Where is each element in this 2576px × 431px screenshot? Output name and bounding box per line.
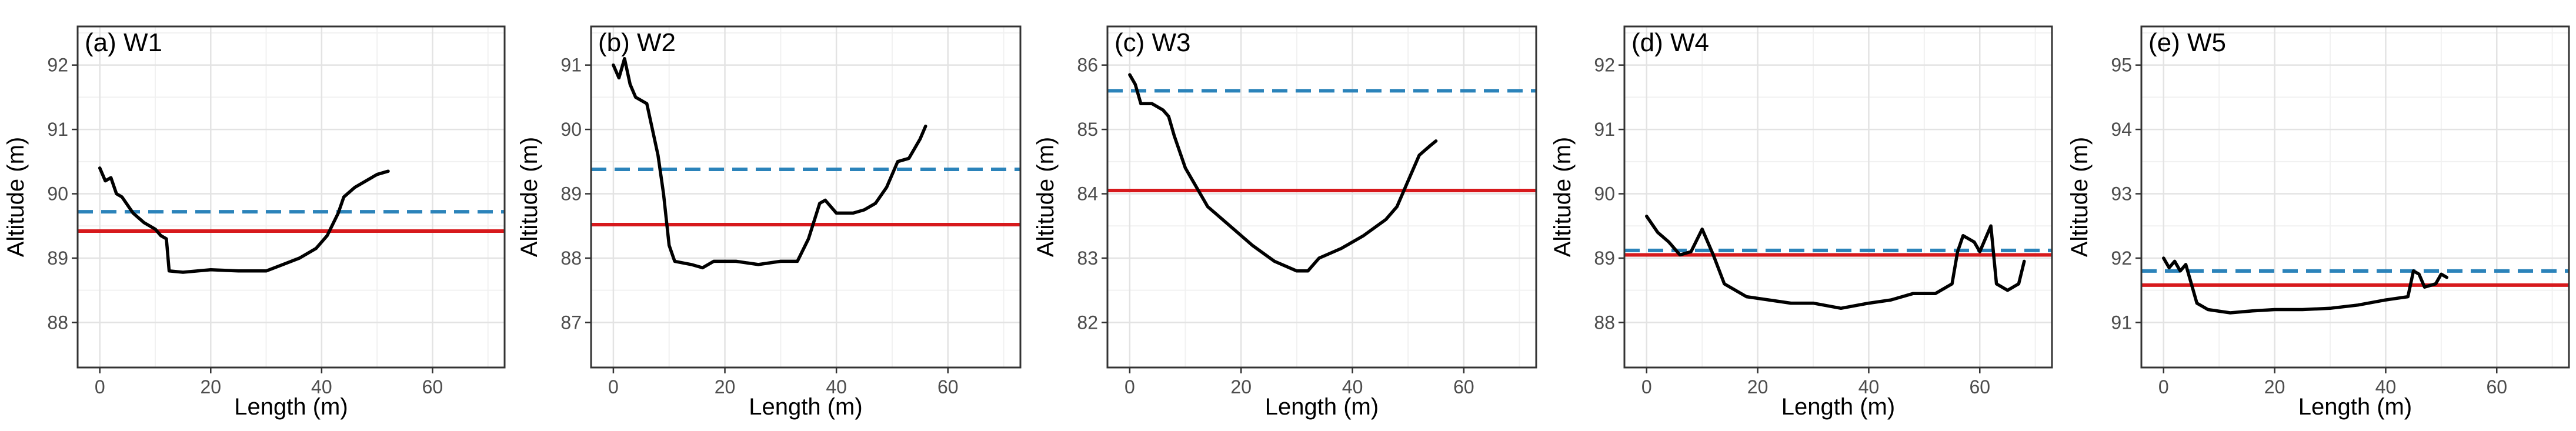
profile-line [98, 166, 390, 274]
panel-1: 0 20 40 60 88 89 90 91 92 Length (m) Altitude (m) (… [3, 25, 506, 420]
x-axis-title: Length (m) [1781, 394, 1895, 420]
y-axis-title: Altitude (m) [516, 137, 542, 258]
panel-label: (a) W1 [85, 28, 162, 57]
x-tick-label: 40 [1342, 376, 1363, 397]
y-tick-label: 91 [1594, 119, 1615, 140]
panel-label: (b) W2 [598, 28, 676, 57]
panel-4: 0 20 40 60 88 89 90 91 92 Length (m) Altitude (m) (… [1550, 25, 2053, 420]
y-tick-label: 88 [47, 312, 68, 333]
y-tick-label: 85 [1077, 119, 1098, 140]
y-tick-label: 88 [560, 248, 582, 269]
x-tick-label: 0 [2158, 376, 2169, 397]
panel-3: 0 20 40 60 82 83 84 85 86 Length (m) Altitude (m) (… [1033, 25, 1537, 420]
x-tick-label: 60 [937, 376, 959, 397]
y-tick-label: 95 [2111, 55, 2132, 76]
x-tick-label: 40 [311, 376, 332, 397]
x-tick-label: 60 [2486, 376, 2507, 397]
panel-border [2140, 25, 2570, 369]
plot-background [2141, 26, 2569, 367]
x-tick-label: 20 [1230, 376, 1252, 397]
panel-border [76, 25, 506, 369]
y-axis-title: Altitude (m) [3, 137, 29, 258]
x-tick-label: 20 [1747, 376, 1769, 397]
y-tick-label: 89 [560, 183, 582, 205]
y-tick-label: 92 [47, 55, 68, 76]
profile-line [1645, 215, 2026, 310]
profile-line [1128, 73, 1438, 273]
x-tick-label: 40 [826, 376, 847, 397]
y-tick-label: 91 [2111, 312, 2132, 333]
panel-label: (c) W3 [1115, 28, 1191, 57]
panel-label: (d) W4 [1631, 28, 1709, 57]
panel-border [1623, 25, 2053, 369]
x-axis-title: Length (m) [234, 394, 348, 420]
x-axis-title: Length (m) [749, 394, 862, 420]
y-tick-label: 92 [2111, 248, 2132, 269]
y-tick-label: 87 [560, 312, 582, 333]
y-axis-title: Altitude (m) [1550, 137, 1576, 258]
x-tick-label: 40 [1858, 376, 1880, 397]
y-tick-label: 86 [1077, 55, 1098, 76]
y-axis-title: Altitude (m) [2067, 137, 2093, 258]
x-tick-label: 20 [200, 376, 221, 397]
y-tick-label: 88 [1594, 312, 1615, 333]
y-tick-label: 82 [1077, 312, 1098, 333]
y-tick-label: 90 [560, 119, 582, 140]
panel-label: (e) W5 [2148, 28, 2226, 57]
x-axis-title: Length (m) [2298, 394, 2412, 420]
y-tick-label: 94 [2111, 119, 2132, 140]
profile-line [612, 56, 927, 270]
x-tick-label: 20 [715, 376, 736, 397]
y-tick-label: 84 [1077, 183, 1098, 205]
y-axis-title: Altitude (m) [1033, 137, 1059, 258]
x-tick-label: 60 [1969, 376, 1990, 397]
y-tick-label: 93 [2111, 183, 2132, 205]
x-tick-label: 0 [1125, 376, 1135, 397]
x-tick-label: 0 [95, 376, 105, 397]
panel-2: 0 20 40 60 87 88 89 90 91 Length (m) Altitude (m) (… [516, 25, 1022, 420]
x-tick-label: 60 [1453, 376, 1474, 397]
plot-background [591, 26, 1020, 367]
y-tick-label: 89 [1594, 248, 1615, 269]
panel-5: 0 20 40 60 91 92 93 94 95 Length (m) Altitude (m) (… [2067, 25, 2570, 420]
plot-background [1107, 26, 1536, 367]
y-tick-label: 91 [560, 55, 582, 76]
panel-border [590, 25, 1022, 369]
profile-line [2162, 256, 2449, 315]
x-axis-title: Length (m) [1265, 394, 1379, 420]
x-tick-label: 20 [2264, 376, 2285, 397]
plot-background [78, 26, 505, 367]
y-tick-label: 83 [1077, 248, 1098, 269]
y-tick-label: 90 [1594, 183, 1615, 205]
y-tick-label: 90 [47, 183, 68, 205]
y-tick-label: 92 [1594, 55, 1615, 76]
x-tick-label: 0 [608, 376, 619, 397]
x-tick-label: 60 [422, 376, 443, 397]
x-tick-label: 0 [1641, 376, 1652, 397]
plot-background [1624, 26, 2052, 367]
x-tick-label: 40 [2375, 376, 2397, 397]
y-tick-label: 91 [47, 119, 68, 140]
panel-border [1106, 25, 1537, 369]
y-tick-label: 89 [47, 248, 68, 269]
